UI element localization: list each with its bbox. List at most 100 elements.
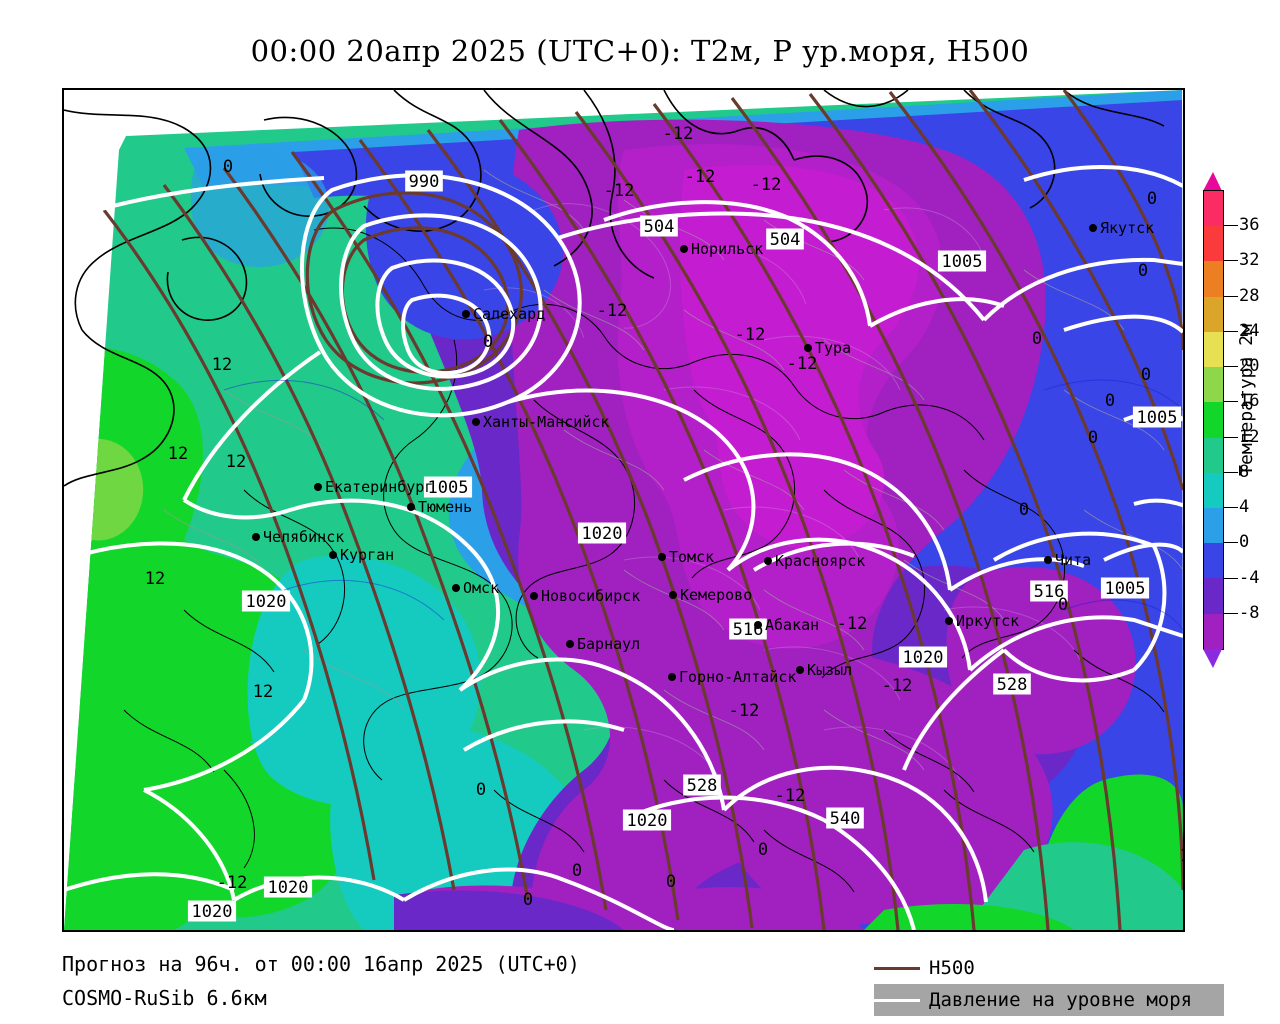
city-label: Тюмень: [418, 498, 472, 516]
temperature-contour-label: 12: [1180, 846, 1183, 866]
temperature-contour-label: 0: [1032, 329, 1042, 349]
city-marker[interactable]: Томск: [658, 548, 714, 566]
city-marker[interactable]: Тюмень: [407, 498, 472, 516]
svg-text:540: 540: [830, 809, 861, 829]
temperature-contour-label: 12: [226, 452, 246, 472]
model-info-line2: COSMO-RuSib 6.6км: [62, 986, 267, 1010]
city-label: Екатеринбург: [325, 478, 433, 496]
h500-contour-label: 504: [766, 228, 804, 250]
colorbar-band: [1204, 507, 1223, 544]
city-marker[interactable]: Екатеринбург: [314, 478, 433, 496]
svg-text:1020: 1020: [246, 592, 287, 612]
colorbar-band: [1204, 543, 1223, 579]
city-marker[interactable]: Горно-Алтайск: [668, 668, 796, 686]
city-label: Барнаул: [577, 635, 640, 653]
colorbar-tick: [1224, 436, 1238, 438]
colorbar-tick: [1224, 295, 1238, 297]
temperature-contour-label: -12: [775, 786, 806, 806]
svg-text:990: 990: [409, 172, 440, 192]
h500-contour-label: 516: [729, 618, 767, 640]
colorbar-band: [1204, 191, 1223, 227]
mslp-contour-label: 1005: [423, 476, 473, 498]
city-marker[interactable]: Ханты-Мансийск: [472, 413, 609, 431]
mslp-contour-label: 1020: [577, 522, 627, 544]
colorbar-tick-label: 4: [1239, 497, 1250, 518]
temperature-contour-label: -12: [597, 301, 628, 321]
svg-text:1005: 1005: [942, 252, 983, 272]
colorbar-tick-label: 0: [1239, 532, 1250, 553]
colorbar-tick-label: 16: [1239, 391, 1260, 412]
mslp-contour-label: 1020: [622, 809, 672, 831]
temperature-contours: [223, 379, 1183, 631]
mslp-contour-label: 1020: [187, 900, 237, 922]
city-marker[interactable]: Норильск: [680, 240, 763, 258]
colorbar-title: Температура 2м: [1236, 324, 1257, 476]
city-marker[interactable]: Омск: [452, 579, 499, 597]
legend-label-mslp: Давление на уровне моря: [929, 989, 1193, 1011]
temperature-contour-label: 12: [145, 569, 165, 589]
temperature-contour-label: 0: [1138, 261, 1148, 281]
city-label: Новосибирск: [541, 587, 640, 605]
colorbar-tick: [1224, 542, 1238, 544]
h500-contours: [102, 90, 1183, 930]
legend-label-h500: H500: [929, 957, 975, 979]
colorbar-band: [1204, 472, 1223, 508]
colorbar-tick-label: -4: [1239, 567, 1260, 588]
colorbar-tick: [1224, 471, 1238, 473]
city-marker[interactable]: Новосибирск: [530, 587, 640, 605]
svg-text:1005: 1005: [1137, 408, 1178, 428]
city-marker[interactable]: Кемерово: [669, 586, 752, 604]
city-marker[interactable]: Абакан: [754, 616, 819, 634]
city-marker[interactable]: Курган: [329, 546, 394, 564]
city-marker[interactable]: Чита: [1044, 551, 1091, 569]
temperature-contour-label: -12: [663, 124, 694, 144]
city-label: Салехард: [473, 305, 545, 323]
legend-row-h500: H500: [874, 952, 1224, 984]
city-label: Кемерово: [680, 586, 752, 604]
colorbar-tick: [1224, 330, 1238, 332]
temperature-contour-label: 0: [483, 332, 493, 352]
colorbar-tick-label: -8: [1239, 602, 1260, 623]
svg-text:1020: 1020: [903, 648, 944, 668]
city-marker[interactable]: Салехард: [462, 305, 545, 323]
svg-text:1020: 1020: [582, 524, 623, 544]
colorbar-tick-label: 36: [1239, 215, 1260, 236]
city-label: Якутск: [1100, 219, 1154, 237]
colorbar-band: [1204, 226, 1223, 262]
city-marker[interactable]: Кызыл: [796, 661, 852, 679]
colorbar-tick: [1224, 366, 1238, 368]
legend-row-mslp: Давление на уровне моря: [874, 984, 1224, 1016]
mslp-contour-label: 990: [405, 170, 443, 192]
h500-contour-label: 540: [826, 807, 864, 829]
h500-contour-label: 504: [640, 215, 678, 237]
city-label: Красноярск: [775, 552, 865, 570]
map-canvas: 990 1005 1005 1005 1005 1020 1020 1020 1020 1020 1…: [64, 90, 1183, 930]
temperature-contour-label: 0: [1147, 189, 1157, 209]
city-label: Норильск: [691, 240, 763, 258]
mslp-contours: [64, 165, 1183, 930]
colorbar-band: [1204, 437, 1223, 473]
city-marker[interactable]: Якутск: [1089, 219, 1154, 237]
city-label: Кызыл: [807, 661, 852, 679]
temperature-contour-label: -12: [787, 354, 818, 374]
svg-text:528: 528: [997, 675, 1028, 695]
city-marker[interactable]: Иркутск: [945, 612, 1019, 630]
city-marker[interactable]: Тура: [804, 339, 851, 357]
colorbar-band: [1204, 367, 1223, 403]
city-label: Курган: [340, 546, 394, 564]
page-title: 00:00 20апр 2025 (UTC+0): Т2м, Р ур.моря…: [250, 34, 1030, 68]
colorbar-band: [1204, 402, 1223, 438]
temperature-contour-label: 0: [1141, 365, 1151, 385]
svg-text:504: 504: [770, 230, 801, 250]
city-marker[interactable]: Барнаул: [566, 635, 640, 653]
city-marker[interactable]: Челябинск: [252, 528, 344, 546]
city-marker[interactable]: Красноярск: [764, 552, 865, 570]
temperature-contour-label: -12: [729, 701, 760, 721]
colorbar-tick-label: 8: [1239, 461, 1250, 482]
svg-text:528: 528: [687, 776, 718, 796]
temperature-contour-label: -12: [604, 181, 635, 201]
h500-contour-label: 528: [683, 774, 721, 796]
weather-map[interactable]: 990 1005 1005 1005 1005 1020 1020 1020 1020 1020 1…: [62, 88, 1185, 932]
colorbar-over-arrow: [1203, 172, 1222, 191]
h500-line-swatch: [874, 966, 920, 970]
